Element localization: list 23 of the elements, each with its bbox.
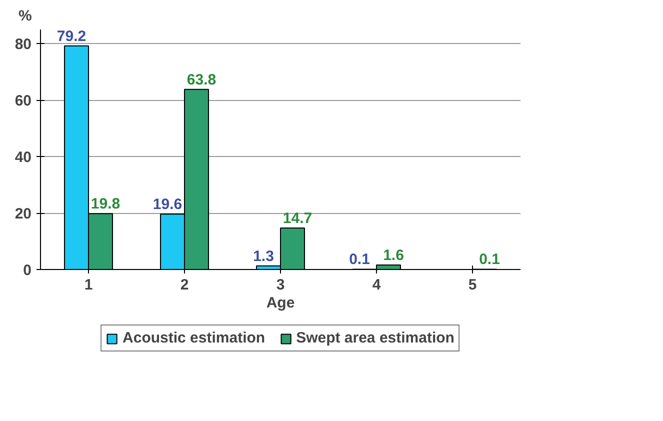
data-label: 1.3 bbox=[253, 248, 274, 265]
y-tick-label: 60 bbox=[14, 92, 32, 110]
data-label: 1.6 bbox=[383, 246, 404, 264]
data-label: 79.2 bbox=[56, 28, 86, 45]
y-tick-label: 0 bbox=[23, 262, 32, 279]
y-tick-label: 20 bbox=[14, 206, 32, 223]
x-axis-title: Age bbox=[266, 294, 295, 312]
data-label: 63.8 bbox=[186, 71, 216, 88]
y-tick-label: 80 bbox=[14, 36, 32, 54]
y-tick-label: 40 bbox=[14, 149, 32, 166]
y-axis-title: % bbox=[18, 8, 32, 24]
legend-label: Swept area estimation bbox=[296, 330, 454, 346]
x-tick-label: 4 bbox=[372, 276, 382, 294]
data-label: 19.8 bbox=[90, 196, 120, 213]
x-tick-label: 3 bbox=[276, 276, 285, 294]
data-label: 19.6 bbox=[152, 196, 182, 214]
x-tick-label: 5 bbox=[468, 276, 477, 294]
data-label: 0.1 bbox=[349, 251, 370, 268]
data-label: 14.7 bbox=[282, 210, 312, 227]
data-label: 0.1 bbox=[479, 251, 500, 268]
legend-label: Acoustic estimation bbox=[122, 330, 266, 346]
x-tick-label: 2 bbox=[180, 276, 189, 294]
x-tick-label: 1 bbox=[84, 276, 93, 294]
